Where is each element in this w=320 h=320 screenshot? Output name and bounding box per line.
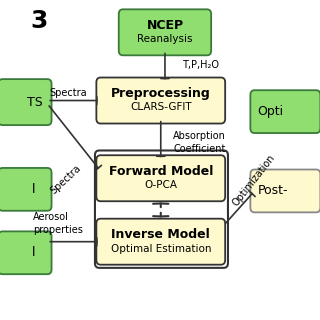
Text: O-PCA: O-PCA — [144, 180, 177, 190]
FancyBboxPatch shape — [250, 90, 320, 133]
FancyBboxPatch shape — [96, 155, 225, 201]
FancyBboxPatch shape — [250, 170, 320, 212]
Text: Absorption
Coefficient: Absorption Coefficient — [173, 131, 226, 154]
Text: 3: 3 — [30, 9, 48, 33]
Text: l: l — [32, 183, 35, 196]
Text: NCEP: NCEP — [146, 19, 184, 32]
Text: Spectra: Spectra — [49, 163, 83, 196]
FancyBboxPatch shape — [96, 77, 225, 124]
Text: TS: TS — [27, 96, 43, 108]
Text: T,P,H₂O: T,P,H₂O — [182, 60, 219, 70]
Text: Forward Model: Forward Model — [108, 165, 213, 178]
FancyBboxPatch shape — [119, 9, 211, 55]
Text: Spectra: Spectra — [50, 88, 87, 98]
FancyBboxPatch shape — [0, 168, 52, 211]
FancyBboxPatch shape — [0, 231, 52, 274]
Text: CLARS-GFIT: CLARS-GFIT — [130, 102, 192, 113]
Text: Preprocessing: Preprocessing — [111, 87, 211, 100]
Text: Opti: Opti — [257, 105, 284, 118]
Text: Aerosol
properties: Aerosol properties — [33, 212, 83, 235]
Text: l: l — [32, 246, 35, 259]
Text: Reanalysis: Reanalysis — [137, 34, 193, 44]
FancyBboxPatch shape — [96, 219, 225, 265]
Text: Post-: Post- — [257, 184, 288, 197]
Text: Inverse Model: Inverse Model — [111, 228, 210, 241]
Text: Optimal Estimation: Optimal Estimation — [110, 244, 211, 254]
Text: Optimization: Optimization — [231, 152, 277, 208]
FancyBboxPatch shape — [0, 79, 52, 125]
